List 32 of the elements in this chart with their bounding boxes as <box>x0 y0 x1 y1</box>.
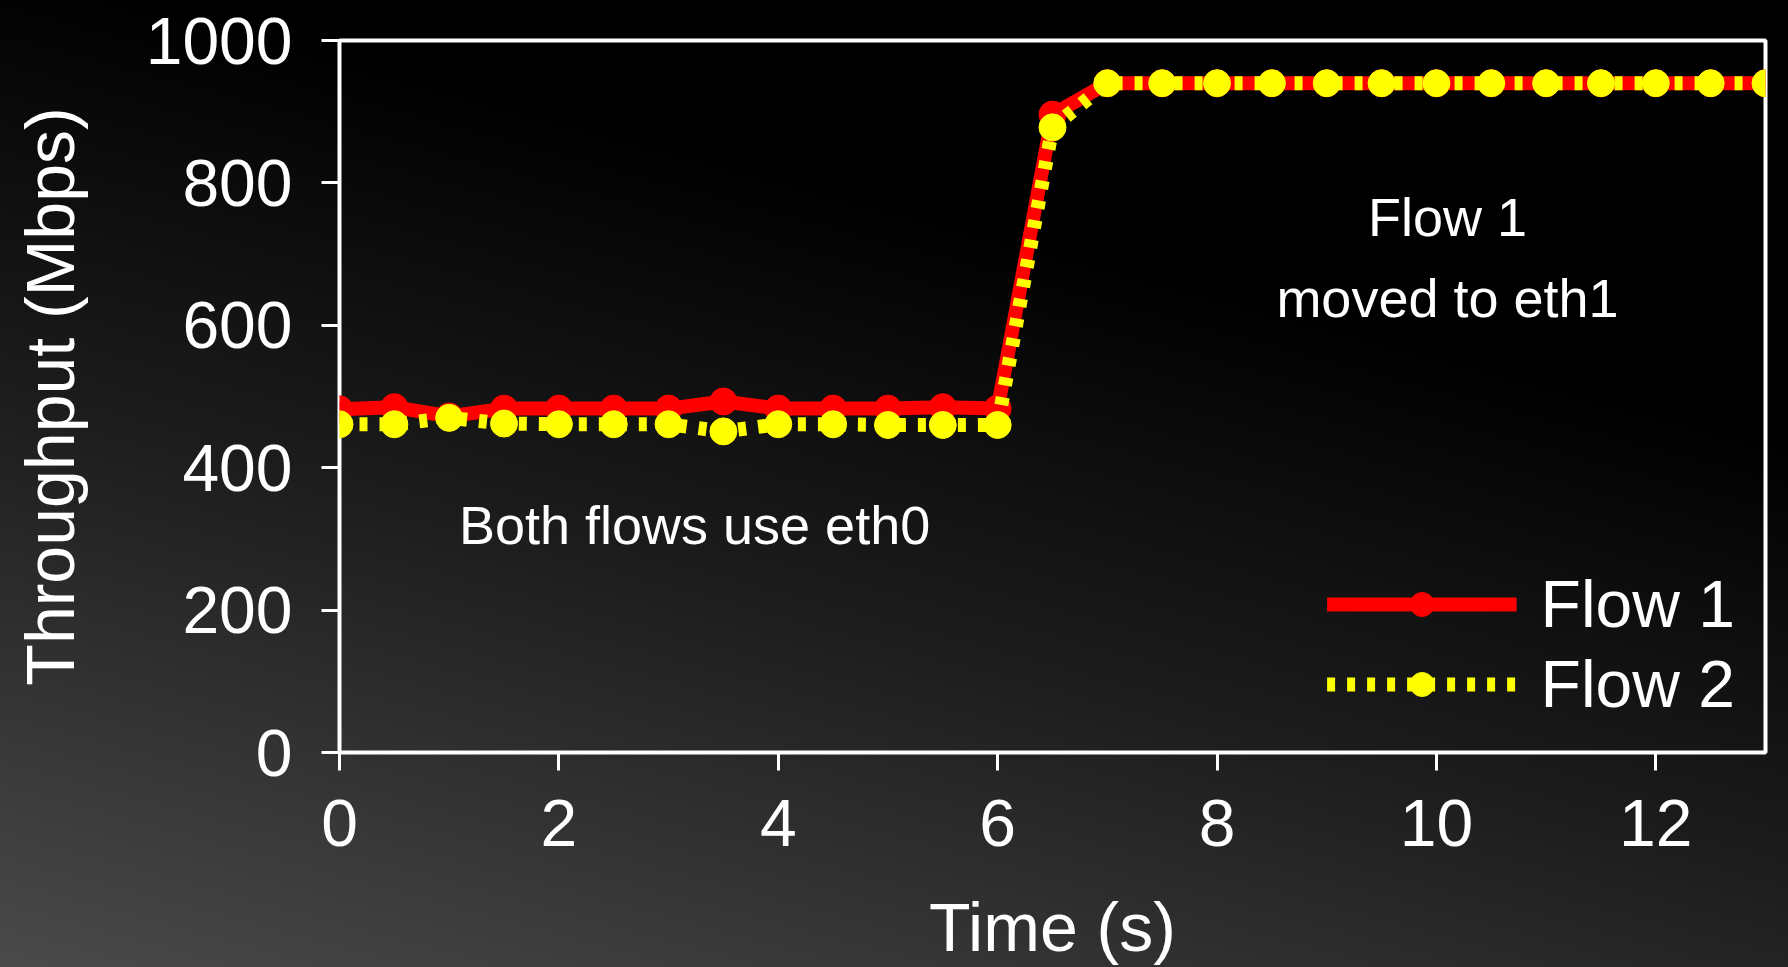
point <box>709 387 738 416</box>
point <box>819 410 848 439</box>
annotation: Both flows use eth0 <box>458 494 931 555</box>
x-tick-label: 0 <box>321 785 358 860</box>
point <box>599 410 628 439</box>
point <box>544 410 573 439</box>
y-tick-label: 1000 <box>145 3 293 78</box>
x-tick-label: 6 <box>979 785 1017 860</box>
point <box>1038 113 1067 142</box>
y-axis-title: Throughput (Mbps) <box>11 107 88 686</box>
y-tick-label: 400 <box>182 430 293 505</box>
point <box>983 411 1012 439</box>
x-axis-title: Time (s) <box>929 888 1176 965</box>
legend-label: Flow 1 <box>1540 566 1735 642</box>
point <box>764 410 793 439</box>
x-tick-label: 2 <box>540 785 578 860</box>
legend-label: Flow 2 <box>1540 646 1735 722</box>
x-tick-label: 10 <box>1399 785 1474 860</box>
y-tick-label: 200 <box>182 573 293 648</box>
x-tick-label: 8 <box>1198 785 1236 860</box>
point <box>654 410 683 439</box>
point <box>873 411 902 439</box>
point <box>380 410 409 439</box>
y-tick-label: 600 <box>182 288 293 363</box>
point <box>490 409 519 438</box>
point <box>928 411 957 439</box>
y-tick-label: 800 <box>182 145 293 220</box>
x-tick-label: 12 <box>1619 785 1693 860</box>
x-tick-label: 4 <box>759 785 797 860</box>
y-tick-label: 0 <box>255 715 293 790</box>
point <box>709 417 738 446</box>
annotation: Flow 1 moved to eth1 <box>1276 187 1619 329</box>
